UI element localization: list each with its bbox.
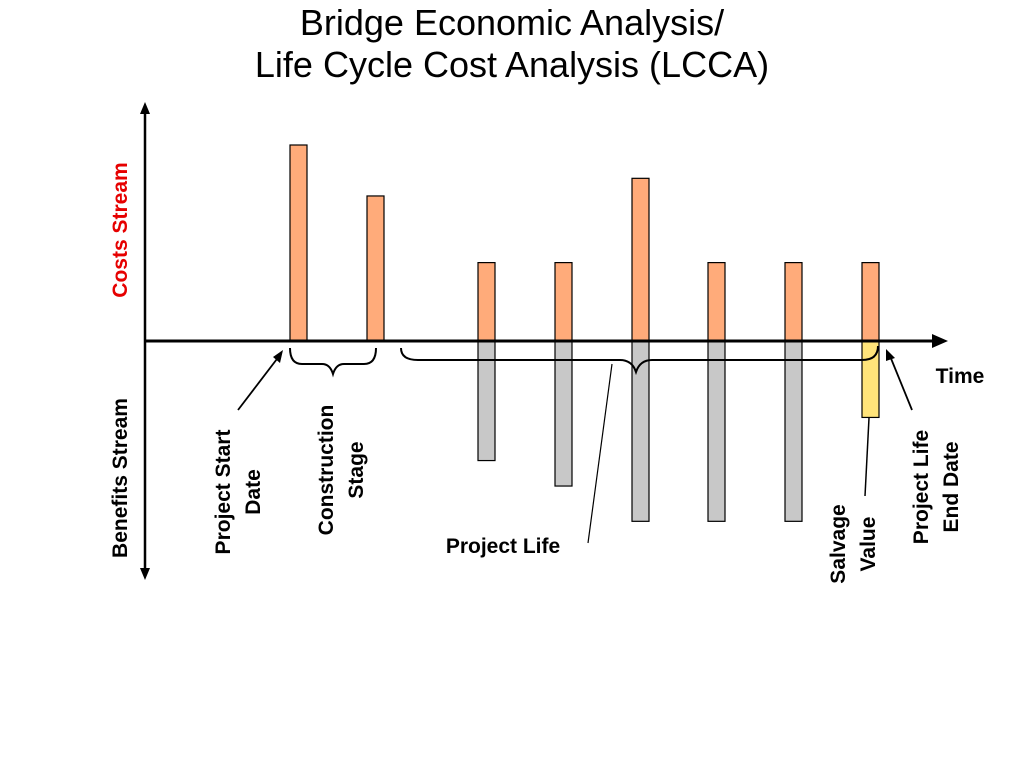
construction-line-2: Stage	[345, 441, 368, 498]
title-line-2: Life Cycle Cost Analysis (LCCA)	[254, 44, 770, 85]
time-axis-arrow	[932, 334, 948, 348]
cost-bar	[861, 262, 880, 342]
project-start-label: Project Start Date	[212, 430, 265, 555]
salvage-line-1: Salvage	[827, 504, 850, 583]
project-start-line-2: Date	[242, 469, 265, 515]
project-life-label: Project Life	[446, 535, 560, 558]
salvage-pointer	[864, 417, 870, 497]
project-end-pointer	[889, 355, 913, 411]
project-start-pointer-head	[273, 350, 283, 363]
project-end-line-1: Project Life	[910, 430, 933, 544]
project-start-line-1: Project Start	[212, 430, 235, 555]
project-start-pointer	[237, 354, 281, 411]
cost-bar	[366, 195, 385, 342]
salvage-label: Salvage Value	[827, 504, 880, 583]
benefit-bar	[477, 340, 496, 462]
vertical-axis-arrow-down	[140, 568, 150, 580]
project-end-line-2: End Date	[940, 441, 963, 532]
salvage-line-2: Value	[857, 517, 880, 572]
benefit-bar	[707, 340, 726, 522]
benefit-bar	[784, 340, 803, 522]
time-label: Time	[936, 365, 985, 388]
project-life-brace	[400, 345, 879, 376]
project-end-label: Project Life End Date	[910, 430, 963, 544]
construction-brace	[289, 347, 377, 378]
benefits-stream-label: Benefits Stream	[109, 398, 132, 558]
cost-bar	[707, 262, 726, 342]
construction-label: Construction Stage	[315, 405, 368, 536]
cost-bar	[477, 262, 496, 342]
construction-line-1: Construction	[315, 405, 338, 536]
benefit-bar	[554, 340, 573, 487]
cost-bar	[554, 262, 573, 342]
project-end-pointer-head	[886, 349, 895, 361]
bars-group	[289, 144, 880, 522]
cost-bar	[784, 262, 803, 342]
page-title: Bridge Economic Analysis/ Life Cycle Cos…	[0, 2, 1024, 86]
costs-stream-label: Costs Stream	[109, 162, 132, 297]
cost-bar	[631, 177, 650, 342]
vertical-axis-arrow-up	[140, 102, 150, 114]
project-life-pointer	[587, 363, 613, 544]
title-line-1: Bridge Economic Analysis/	[299, 2, 725, 43]
cost-bar	[289, 144, 308, 342]
